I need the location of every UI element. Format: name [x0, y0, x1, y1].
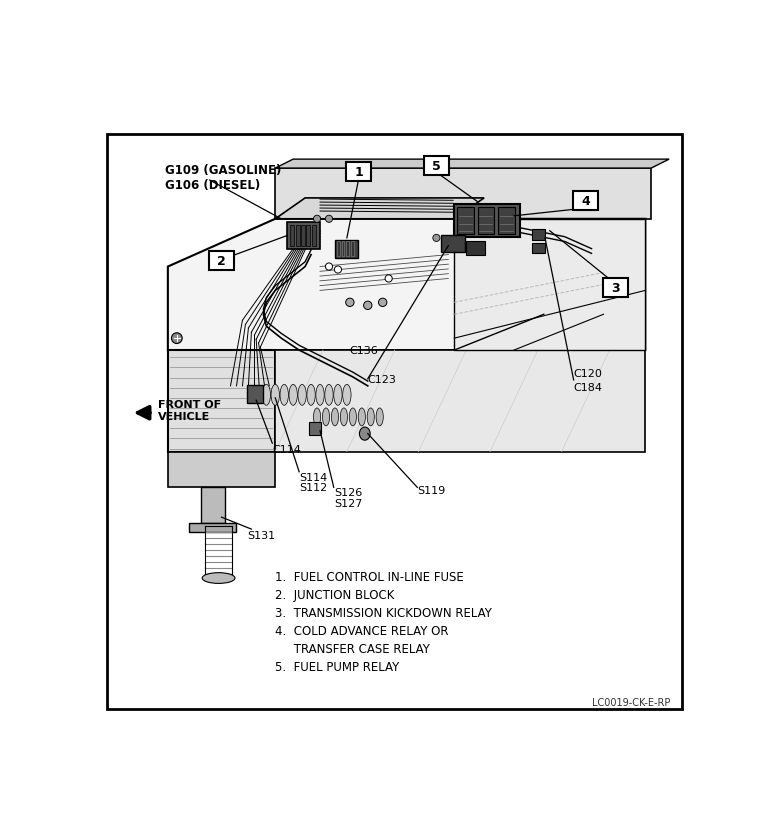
FancyBboxPatch shape [454, 205, 520, 237]
Circle shape [313, 216, 320, 223]
Ellipse shape [262, 385, 270, 405]
Ellipse shape [331, 409, 339, 426]
Circle shape [450, 237, 457, 245]
Text: C123: C123 [368, 375, 397, 385]
Circle shape [326, 263, 333, 271]
FancyBboxPatch shape [296, 226, 300, 247]
Polygon shape [454, 220, 645, 350]
FancyBboxPatch shape [336, 242, 340, 257]
Text: S119: S119 [417, 486, 446, 496]
Text: FRONT OF
VEHICLE: FRONT OF VEHICLE [158, 400, 221, 421]
FancyBboxPatch shape [342, 242, 344, 257]
FancyBboxPatch shape [335, 241, 357, 258]
FancyBboxPatch shape [346, 162, 371, 181]
FancyBboxPatch shape [467, 242, 485, 255]
Text: S127: S127 [333, 498, 362, 508]
Ellipse shape [313, 409, 320, 426]
FancyBboxPatch shape [477, 207, 494, 234]
Text: S114: S114 [299, 472, 327, 482]
Ellipse shape [343, 385, 351, 405]
Circle shape [172, 334, 182, 344]
FancyBboxPatch shape [573, 192, 598, 212]
Ellipse shape [307, 385, 315, 405]
Text: S112: S112 [299, 482, 327, 492]
FancyBboxPatch shape [457, 207, 474, 234]
Text: 1.  FUEL CONTROL IN-LINE FUSE: 1. FUEL CONTROL IN-LINE FUSE [276, 571, 464, 584]
Circle shape [433, 235, 440, 242]
Polygon shape [168, 350, 276, 452]
Polygon shape [276, 199, 484, 220]
Text: C120: C120 [574, 369, 603, 379]
Ellipse shape [271, 385, 280, 405]
Text: G109 (GASOLINE)
G106 (DIESEL): G109 (GASOLINE) G106 (DIESEL) [165, 164, 281, 191]
Ellipse shape [360, 427, 370, 441]
FancyBboxPatch shape [246, 385, 263, 403]
FancyBboxPatch shape [209, 252, 234, 271]
Polygon shape [189, 523, 236, 533]
Polygon shape [201, 487, 225, 523]
Text: LC0019-CK-E-RP: LC0019-CK-E-RP [592, 697, 671, 707]
FancyBboxPatch shape [312, 226, 316, 247]
Text: 3.  TRANSMISSION KICKDOWN RELAY: 3. TRANSMISSION KICKDOWN RELAY [276, 606, 492, 619]
FancyBboxPatch shape [603, 278, 628, 298]
FancyBboxPatch shape [351, 242, 354, 257]
Polygon shape [276, 350, 645, 452]
Ellipse shape [289, 385, 297, 405]
FancyBboxPatch shape [532, 230, 545, 241]
Circle shape [379, 298, 387, 307]
Ellipse shape [340, 409, 347, 426]
Ellipse shape [316, 385, 324, 405]
Circle shape [385, 276, 392, 283]
Ellipse shape [376, 409, 383, 426]
FancyBboxPatch shape [301, 226, 305, 247]
Polygon shape [276, 169, 651, 220]
Ellipse shape [298, 385, 306, 405]
Ellipse shape [350, 409, 357, 426]
Text: C184: C184 [574, 383, 603, 393]
FancyBboxPatch shape [309, 422, 320, 436]
Polygon shape [168, 220, 645, 350]
Text: C136: C136 [350, 345, 379, 355]
FancyBboxPatch shape [287, 222, 320, 249]
Circle shape [334, 267, 342, 273]
Ellipse shape [280, 385, 289, 405]
FancyBboxPatch shape [498, 207, 514, 234]
Text: 4.  COLD ADVANCE RELAY OR: 4. COLD ADVANCE RELAY OR [276, 624, 449, 637]
Ellipse shape [333, 385, 342, 405]
FancyBboxPatch shape [441, 236, 465, 252]
Text: 5: 5 [432, 160, 440, 172]
Circle shape [363, 302, 372, 310]
Text: C114: C114 [273, 445, 301, 455]
Ellipse shape [325, 385, 333, 405]
Ellipse shape [323, 409, 330, 426]
Polygon shape [276, 160, 669, 169]
FancyBboxPatch shape [306, 226, 310, 247]
Text: S131: S131 [247, 530, 276, 540]
Text: 2.  JUNCTION BLOCK: 2. JUNCTION BLOCK [276, 589, 395, 602]
Circle shape [346, 298, 354, 307]
FancyBboxPatch shape [424, 156, 449, 176]
Text: 3: 3 [611, 282, 620, 294]
Text: S126: S126 [333, 487, 362, 497]
FancyBboxPatch shape [290, 226, 294, 247]
Text: 1: 1 [354, 166, 363, 178]
FancyBboxPatch shape [532, 243, 545, 254]
FancyBboxPatch shape [346, 242, 350, 257]
Text: 2: 2 [217, 255, 226, 268]
Text: 5.  FUEL PUMP RELAY: 5. FUEL PUMP RELAY [276, 660, 400, 673]
Circle shape [326, 216, 333, 223]
Polygon shape [168, 452, 276, 487]
Text: 4: 4 [581, 195, 590, 208]
Ellipse shape [358, 409, 366, 426]
Ellipse shape [367, 409, 374, 426]
Text: TRANSFER CASE RELAY: TRANSFER CASE RELAY [276, 642, 430, 655]
Ellipse shape [203, 573, 235, 584]
